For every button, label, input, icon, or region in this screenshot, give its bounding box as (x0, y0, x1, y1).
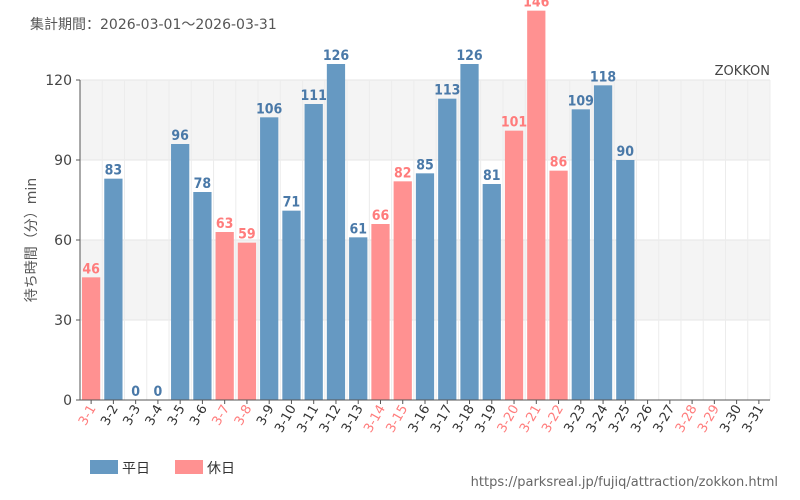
x-tick-label: 3-5 (165, 403, 189, 429)
value-label: 118 (590, 69, 616, 85)
source-url: https://parksreal.jp/fujiq/attraction/zo… (471, 475, 778, 490)
bar (482, 184, 501, 400)
x-tick-label: 3-27 (651, 403, 679, 436)
x-tick-label: 3-4 (143, 403, 167, 429)
x-tick-label: 3-13 (339, 403, 367, 436)
legend-swatch-holiday (175, 460, 203, 474)
value-label: 71 (283, 195, 301, 211)
x-tick-label: 3-28 (673, 403, 701, 436)
x-tick-label: 3-25 (606, 403, 634, 436)
bar (593, 85, 613, 400)
value-label: 146 (523, 0, 550, 11)
value-label: 101 (501, 115, 527, 131)
x-tick-label: 3-10 (272, 403, 300, 436)
value-label: 111 (301, 88, 327, 104)
value-label: 113 (434, 83, 460, 99)
bar (349, 237, 368, 400)
x-tick-label: 3-17 (428, 403, 456, 436)
chart-title: 集計期間：2026-03-01～2026-03-31 (30, 16, 277, 33)
bar (282, 210, 301, 400)
bar (415, 173, 435, 400)
x-tick-label: 3-26 (628, 403, 656, 436)
x-tick-label: 3-20 (495, 403, 523, 436)
value-label: 90 (617, 144, 635, 160)
value-label: 109 (568, 93, 594, 109)
value-label: 126 (323, 48, 350, 64)
value-label: 81 (483, 168, 501, 184)
bar (616, 160, 635, 400)
x-tick-label: 3-22 (539, 403, 567, 436)
value-label: 0 (131, 384, 140, 400)
bar (326, 64, 346, 400)
bar (304, 104, 323, 400)
x-tick-label: 3-11 (294, 403, 322, 436)
bar (215, 232, 234, 400)
y-tick-label: 120 (45, 73, 72, 89)
bar (260, 117, 279, 400)
value-label: 83 (105, 163, 123, 179)
value-label: 82 (394, 165, 412, 181)
bar (549, 170, 568, 400)
value-label: 126 (456, 48, 483, 64)
bar (371, 224, 390, 400)
value-label: 86 (550, 155, 568, 171)
x-tick-label: 3-8 (232, 403, 256, 429)
bar (237, 242, 257, 400)
value-label: 0 (154, 384, 163, 400)
value-label: 66 (372, 208, 390, 224)
y-tick-label: 60 (54, 233, 72, 249)
x-tick-label: 3-2 (98, 403, 122, 429)
bar (171, 144, 190, 400)
x-tick-label: 3-23 (562, 403, 590, 436)
x-tick-label: 3-18 (450, 403, 478, 436)
x-tick-label: 3-14 (361, 403, 389, 436)
value-label: 61 (349, 221, 367, 237)
y-tick-label: 90 (54, 153, 72, 169)
value-label: 59 (238, 227, 256, 243)
legend-label-weekday: 平日 (122, 461, 150, 477)
value-label: 96 (171, 128, 189, 144)
x-tick-label: 3-15 (383, 403, 411, 436)
y-axis-label: 待ち時間（分）min (24, 178, 40, 302)
legend-swatch-weekday (90, 460, 118, 474)
y-tick-label: 30 (54, 313, 72, 329)
bar (527, 10, 546, 401)
bar (504, 130, 524, 400)
x-tick-label: 3-6 (187, 403, 211, 429)
x-tick-label: 3-21 (517, 403, 545, 436)
legend-label-holiday: 休日 (207, 461, 235, 477)
legend: 平日 休日 (90, 460, 235, 477)
x-tick-label: 3-31 (740, 403, 768, 436)
x-tick-label: 3-7 (210, 403, 234, 429)
x-tick-label: 3-16 (406, 403, 434, 436)
bar (571, 109, 590, 400)
y-tick-label: 0 (63, 393, 72, 409)
y-axis-ticks: 0 30 60 90 120 (45, 73, 80, 409)
x-tick-label: 3-29 (695, 403, 723, 436)
bar (438, 98, 457, 401)
bar (82, 277, 101, 400)
bar (104, 178, 123, 400)
value-label: 106 (256, 101, 283, 117)
x-axis-ticks: 3-13-23-33-43-53-63-73-83-93-103-113-123… (76, 400, 767, 436)
x-tick-label: 3-12 (317, 403, 345, 436)
band (80, 80, 770, 160)
x-tick-label: 3-1 (76, 403, 100, 429)
x-tick-label: 3-30 (717, 403, 745, 436)
bars (82, 10, 635, 401)
value-label: 78 (194, 176, 212, 192)
value-label: 63 (216, 216, 234, 232)
value-label: 85 (416, 157, 434, 173)
x-tick-label: 3-3 (121, 403, 145, 429)
bar (193, 192, 212, 400)
attraction-name: ZOKKON (715, 64, 770, 79)
x-tick-label: 3-19 (472, 403, 500, 436)
value-label: 46 (82, 261, 100, 277)
x-tick-label: 3-24 (584, 403, 612, 436)
bar (393, 181, 412, 400)
bar (460, 64, 479, 400)
